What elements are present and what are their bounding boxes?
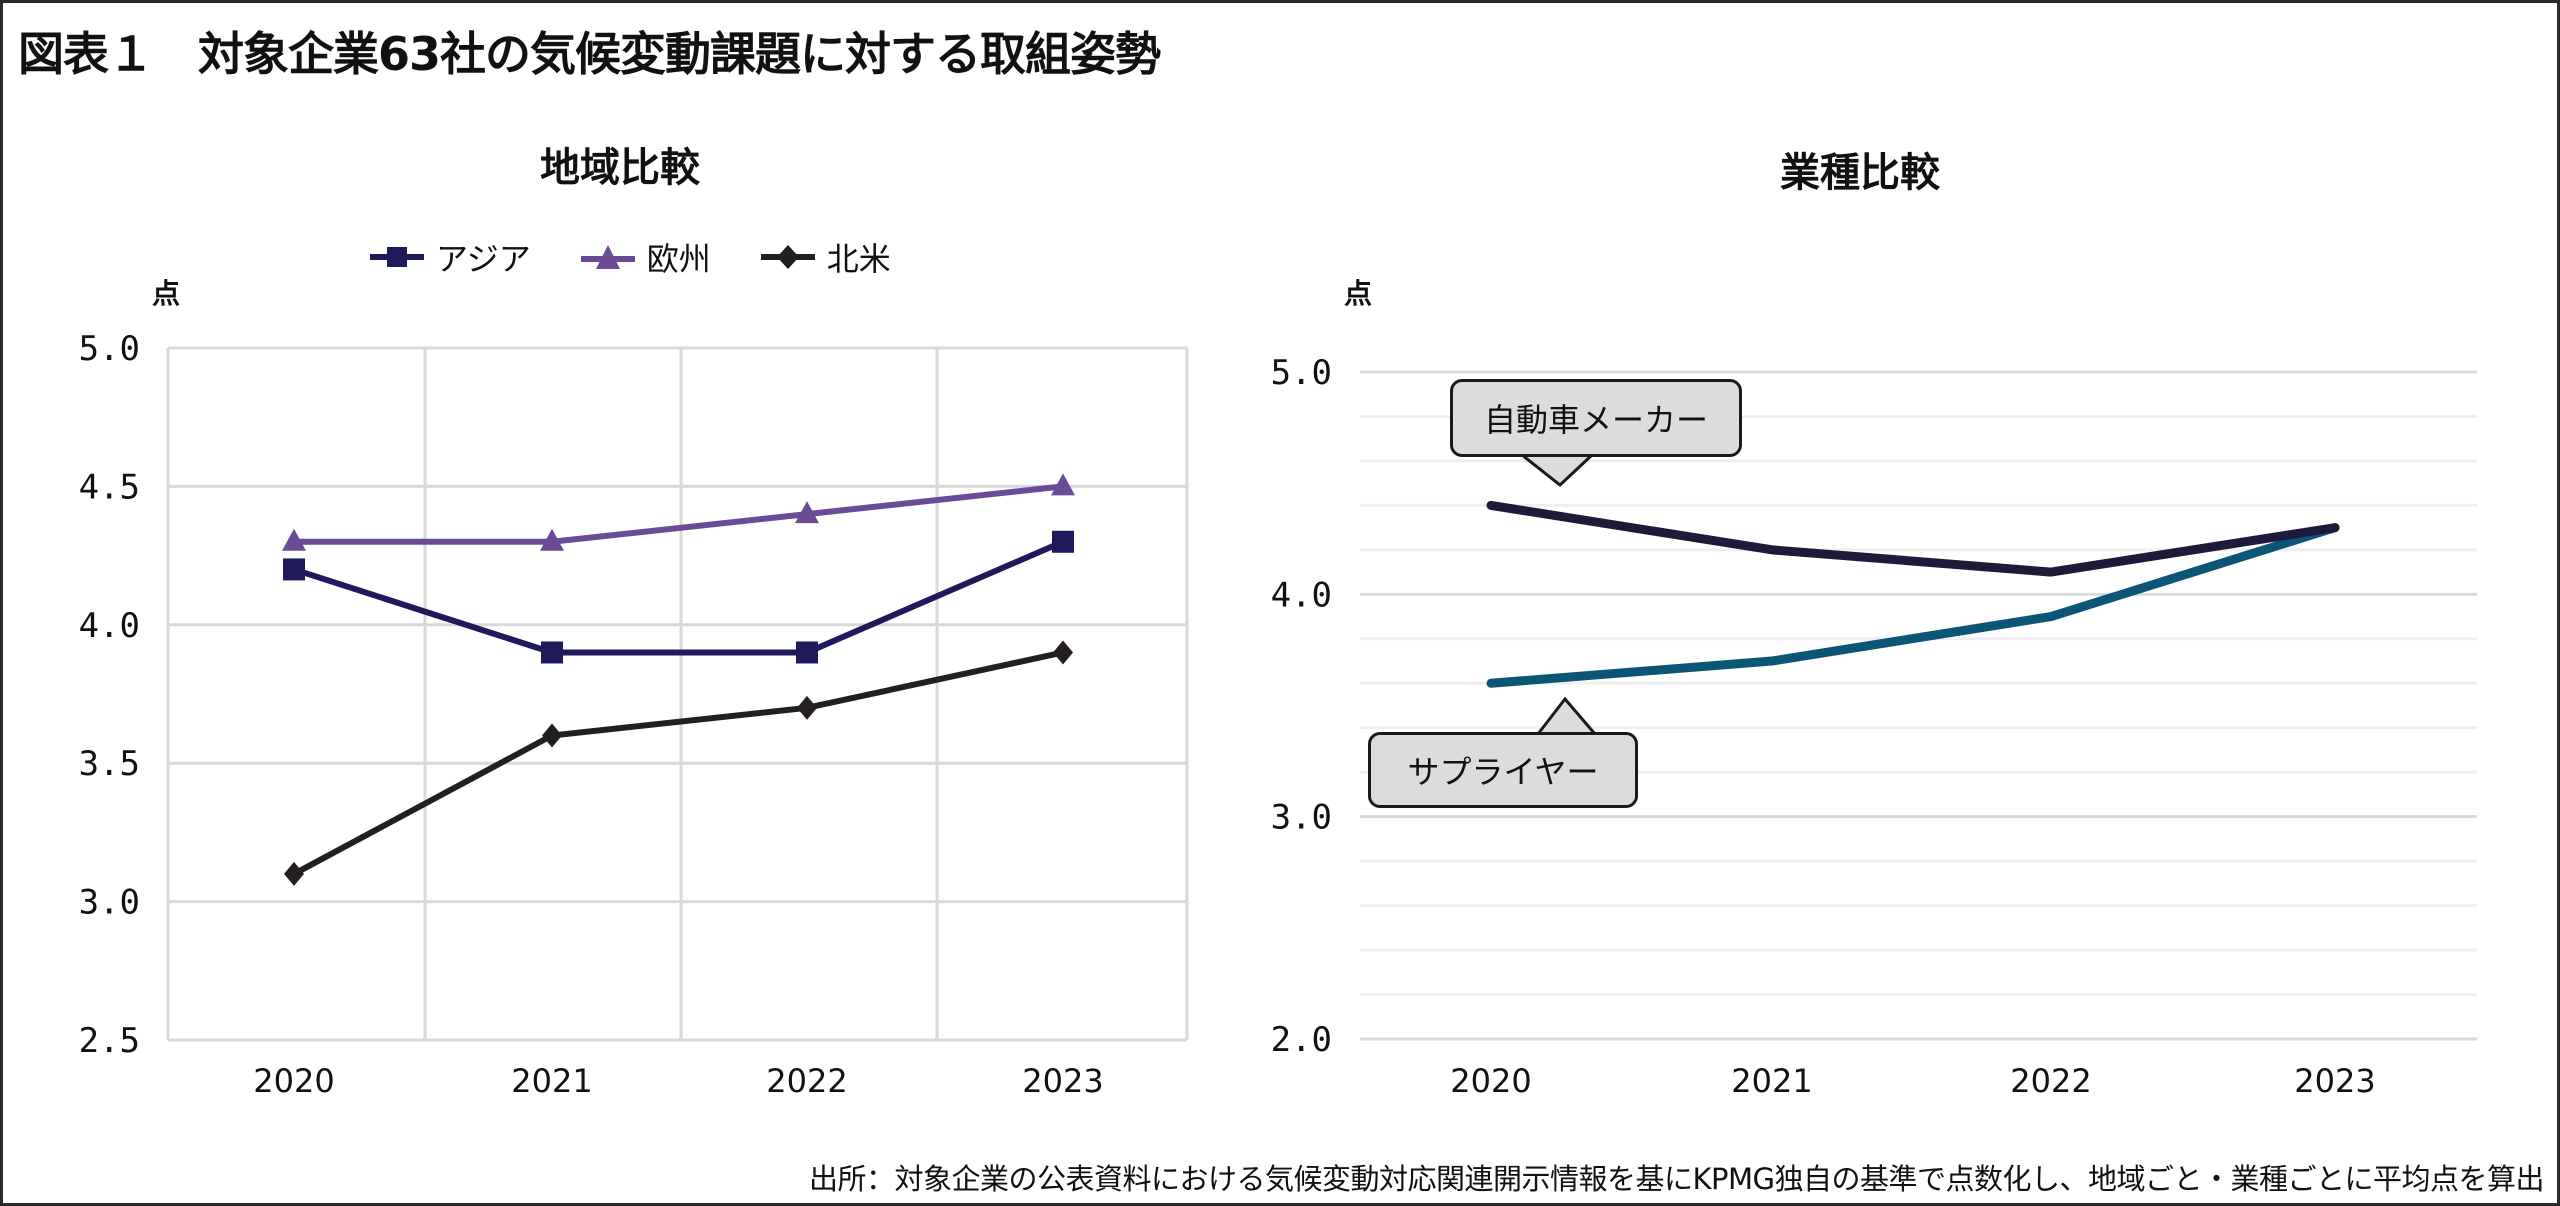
- x-tick-label: 2023: [2294, 1062, 2375, 1100]
- callout-tail-supplier: [1534, 696, 1599, 736]
- series-line-自動車メーカー: [1486, 500, 2340, 577]
- x-tick-label: 2022: [2010, 1062, 2091, 1100]
- y-tick-label: 4.5: [79, 467, 140, 507]
- x-tick-label: 2021: [511, 1062, 592, 1100]
- triangle-marker-icon: [580, 245, 635, 269]
- data-point-triangle: [1051, 473, 1075, 496]
- data-point-triangle: [540, 528, 564, 551]
- x-tick-label: 2020: [253, 1062, 334, 1100]
- legend-item-asia: アジア: [370, 234, 531, 280]
- chart-title-region: 地域比較: [540, 145, 700, 191]
- y-tick-label: 4.0: [79, 606, 140, 646]
- legend-item-europe: 欧州: [580, 234, 711, 280]
- chart-title-industry: 業種比較: [1780, 150, 1940, 196]
- series-line-北米: [292, 649, 1064, 877]
- legend: アジア 欧州 北米: [370, 234, 891, 280]
- y-tick-label: 2.5: [79, 1021, 140, 1061]
- source-note: 出所：対象企業の公表資料における気候変動対応関連開示情報を基にKPMG独自の基準…: [808, 1162, 2545, 1196]
- y-tick-label: 3.5: [79, 744, 140, 784]
- callout-maker: 自動車メーカー: [1450, 379, 1742, 457]
- data-point-square: [1052, 530, 1074, 553]
- data-point-square: [796, 641, 818, 664]
- legend-label: 欧州: [646, 240, 711, 278]
- series-line-アジア: [293, 539, 1065, 656]
- figure-title: 図表１ 対象企業63社の気候変動課題に対する取組姿勢: [18, 27, 1161, 81]
- y-tick-label: 3.0: [79, 883, 140, 923]
- series-line-欧州: [294, 483, 1064, 545]
- data-point-diamond: [797, 695, 817, 720]
- y-tick-label: 2.0: [1271, 1020, 1332, 1060]
- x-tick-label: 2022: [766, 1062, 847, 1100]
- y-tick-label: 5.0: [1271, 353, 1332, 393]
- data-point-square: [541, 641, 563, 664]
- data-point-square: [283, 558, 305, 581]
- legend-item-north-america: 北米: [760, 234, 891, 280]
- y-tick-label: 3.0: [1271, 798, 1332, 838]
- data-point-diamond: [1053, 640, 1073, 665]
- legend-label: 北米: [826, 240, 891, 278]
- y-tick-label: 5.0: [79, 329, 140, 369]
- callout-tail-maker: [1517, 453, 1596, 487]
- data-point-diamond: [284, 861, 304, 886]
- data-point-triangle: [795, 501, 819, 524]
- series-line-サプライヤー: [1486, 523, 2340, 688]
- diamond-marker-icon: [760, 245, 815, 269]
- y-unit-region: 点: [152, 277, 181, 310]
- y-unit-industry: 点: [1344, 277, 1373, 310]
- x-tick-label: 2020: [1450, 1062, 1531, 1100]
- x-tick-label: 2021: [1731, 1062, 1812, 1100]
- x-tick-label: 2023: [1022, 1062, 1103, 1100]
- callout-supplier: サプライヤー: [1368, 732, 1638, 808]
- data-point-diamond: [542, 723, 562, 748]
- legend-label: アジア: [436, 240, 531, 278]
- y-tick-label: 4.0: [1271, 575, 1332, 615]
- square-marker-icon: [370, 247, 424, 267]
- data-point-triangle: [282, 528, 306, 551]
